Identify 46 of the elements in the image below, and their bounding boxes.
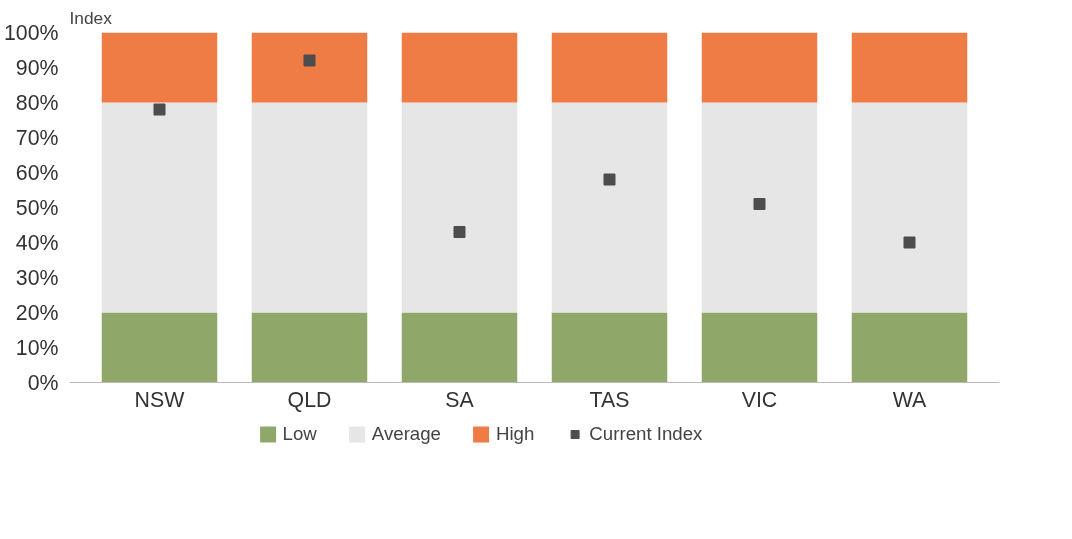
legend-label: High <box>495 423 535 445</box>
point <box>603 173 616 186</box>
y-tick-label: 10% <box>15 335 59 360</box>
y-tick-label: 50% <box>15 195 59 220</box>
legend-label: Average <box>371 423 441 445</box>
y-axis-title: Index <box>69 7 113 28</box>
legend-label: Current Index <box>589 423 703 445</box>
y-tick-label: 100% <box>3 20 59 45</box>
bar <box>851 102 968 313</box>
y-tick-label: 60% <box>15 160 59 185</box>
y-tick-label: 90% <box>15 55 59 80</box>
point <box>303 54 316 67</box>
bar <box>701 312 818 383</box>
bar <box>101 102 218 313</box>
bar <box>101 32 218 103</box>
point <box>453 226 466 238</box>
bar <box>851 32 968 103</box>
y-tick-label: 70% <box>15 125 59 150</box>
x-tick-label: VIC <box>741 387 778 412</box>
bar <box>101 312 218 383</box>
bar <box>551 312 668 383</box>
bar <box>851 312 968 383</box>
bar <box>551 102 668 313</box>
x-tick-label: SA <box>445 387 475 412</box>
bar <box>251 32 368 103</box>
y-tick-label: 20% <box>15 300 59 325</box>
y-tick-label: 80% <box>15 90 59 115</box>
bar <box>401 32 518 103</box>
bar <box>701 32 818 103</box>
bar <box>251 312 368 383</box>
point <box>753 198 766 210</box>
bar <box>551 32 668 103</box>
bar <box>251 102 368 313</box>
y-tick-label: 0% <box>27 370 59 395</box>
bar <box>401 102 518 313</box>
x-tick-label: QLD <box>287 387 332 412</box>
x-tick-label: TAS <box>589 387 630 412</box>
x-tick-label: NSW <box>134 387 186 412</box>
bar <box>401 312 518 383</box>
y-tick-label: 30% <box>15 265 59 290</box>
legend-label: Low <box>282 423 317 445</box>
point <box>903 236 916 249</box>
y-tick-label: 40% <box>15 230 59 255</box>
bar <box>701 102 818 313</box>
x-tick-label: WA <box>892 387 928 412</box>
point <box>153 103 166 116</box>
